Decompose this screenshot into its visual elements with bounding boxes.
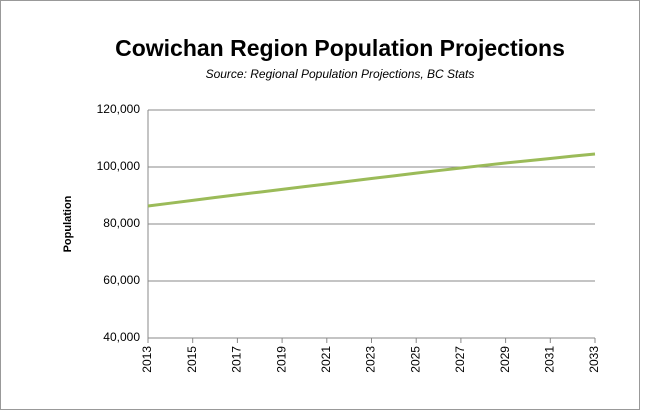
- x-tick-label: 2033: [587, 346, 601, 373]
- x-tick-label: 2023: [364, 346, 378, 373]
- chart-border: [0, 0, 640, 410]
- y-tick-label: 40,000: [103, 330, 140, 344]
- y-tick-label: 100,000: [97, 159, 141, 173]
- x-tick-label: 2019: [274, 346, 288, 373]
- y-tick-label: 60,000: [103, 273, 140, 287]
- y-axis-label: Population: [62, 195, 74, 252]
- x-tick-label: 2025: [408, 346, 422, 373]
- chart-subtitle: Source: Regional Population Projections,…: [206, 67, 475, 81]
- x-tick-label: 2029: [498, 346, 512, 373]
- x-tick-label: 2013: [140, 346, 154, 373]
- x-tick-label: 2031: [542, 346, 556, 373]
- x-tick-label: 2027: [453, 346, 467, 373]
- chart-title: Cowichan Region Population Projections: [115, 35, 565, 61]
- x-tick-label: 2015: [185, 346, 199, 373]
- y-tick-label: 120,000: [97, 102, 141, 116]
- x-tick-label: 2017: [230, 346, 244, 373]
- y-tick-label: 80,000: [103, 216, 140, 230]
- data-line: [147, 152, 596, 208]
- x-tick-label: 2021: [319, 346, 333, 373]
